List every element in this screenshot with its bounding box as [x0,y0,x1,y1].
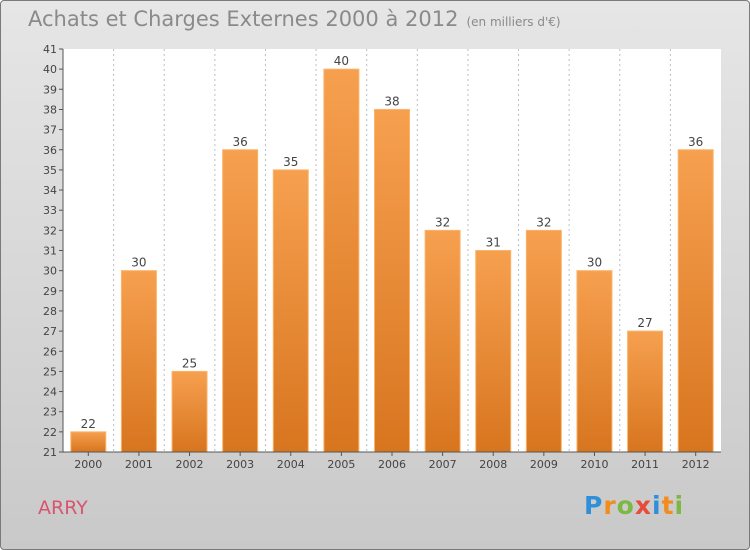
y-tick-label: 41 [43,43,57,56]
y-tick-label: 26 [43,345,57,358]
data-label-2011: 27 [637,316,652,330]
y-tick-label: 25 [43,365,57,378]
commune-name: ARRY [38,497,88,519]
x-tick-label-2003: 2003 [226,458,254,471]
y-tick-label: 24 [43,386,57,399]
y-tick-label: 37 [43,124,57,137]
data-label-2003: 36 [233,135,248,149]
x-tick-label-2008: 2008 [479,458,507,471]
y-tick-label: 34 [43,184,57,197]
bar-2011 [627,330,664,453]
proxiti-logo: Proxiti [584,491,684,520]
x-tick-label-2001: 2001 [125,458,153,471]
bar-2012 [677,149,714,453]
data-label-2012: 36 [688,135,703,149]
chart-title: Achats et Charges Externes 2000 à 2012 (e… [28,7,561,31]
x-tick-label-2005: 2005 [327,458,355,471]
bar-2006 [374,108,410,453]
y-tick-label: 31 [43,245,57,258]
y-tick-label: 30 [43,265,57,278]
chart-subtitle: (en milliers d'€) [466,15,561,29]
data-label-2002: 25 [182,356,197,370]
y-tick-label: 23 [43,406,57,419]
x-tick-label-2010: 2010 [580,458,608,471]
logo-letter-5: t [661,491,675,520]
bar-2010 [576,270,613,453]
y-tick-label: 39 [43,83,57,96]
logo-letter-2: o [616,491,635,520]
y-tick-label: 33 [43,204,57,217]
data-label-2007: 32 [435,215,450,229]
logo-letter-1: r [603,491,617,520]
logo-letter-3: x [634,491,652,520]
x-tick-label-2009: 2009 [530,458,558,471]
data-label-2001: 30 [131,256,146,270]
x-tick-label-2004: 2004 [277,458,305,471]
bar-2008 [475,250,512,453]
y-tick-label: 35 [43,164,57,177]
data-label-2009: 32 [536,215,551,229]
x-tick-label-2002: 2002 [176,458,204,471]
y-tick-label: 27 [43,325,57,338]
chart-title-text: Achats et Charges Externes 2000 à 2012 [28,7,459,31]
bar-2001 [120,270,157,453]
bar-2009 [525,229,562,453]
y-tick-label: 36 [43,144,57,157]
x-tick-label-2006: 2006 [378,458,406,471]
bar-2002 [171,370,208,453]
y-tick-label: 32 [43,224,57,237]
x-tick-label-2007: 2007 [429,458,457,471]
bar-2000 [70,431,107,453]
data-label-2010: 30 [587,256,602,270]
bar-2005 [323,68,360,453]
x-tick-label-2000: 2000 [74,458,102,471]
data-label-2004: 35 [283,155,298,169]
y-tick-label: 21 [43,446,57,459]
data-label-2005: 40 [334,54,349,68]
data-label-2008: 31 [486,236,501,250]
data-label-2006: 38 [384,94,399,108]
x-tick-label-2012: 2012 [682,458,710,471]
bar-2004 [272,169,309,453]
logo-letter-6: i [674,491,685,520]
x-tick-label-2011: 2011 [631,458,659,471]
y-tick-label: 29 [43,285,57,298]
data-label-2000: 22 [81,417,96,431]
y-tick-label: 22 [43,426,57,439]
logo-letter-4: i [652,491,662,520]
bar-2007 [424,229,461,453]
logo-letter-0: P [584,491,604,520]
y-tick-label: 40 [43,63,57,76]
y-tick-label: 38 [43,103,57,116]
y-tick-label: 28 [43,305,57,318]
bar-2003 [222,149,259,453]
